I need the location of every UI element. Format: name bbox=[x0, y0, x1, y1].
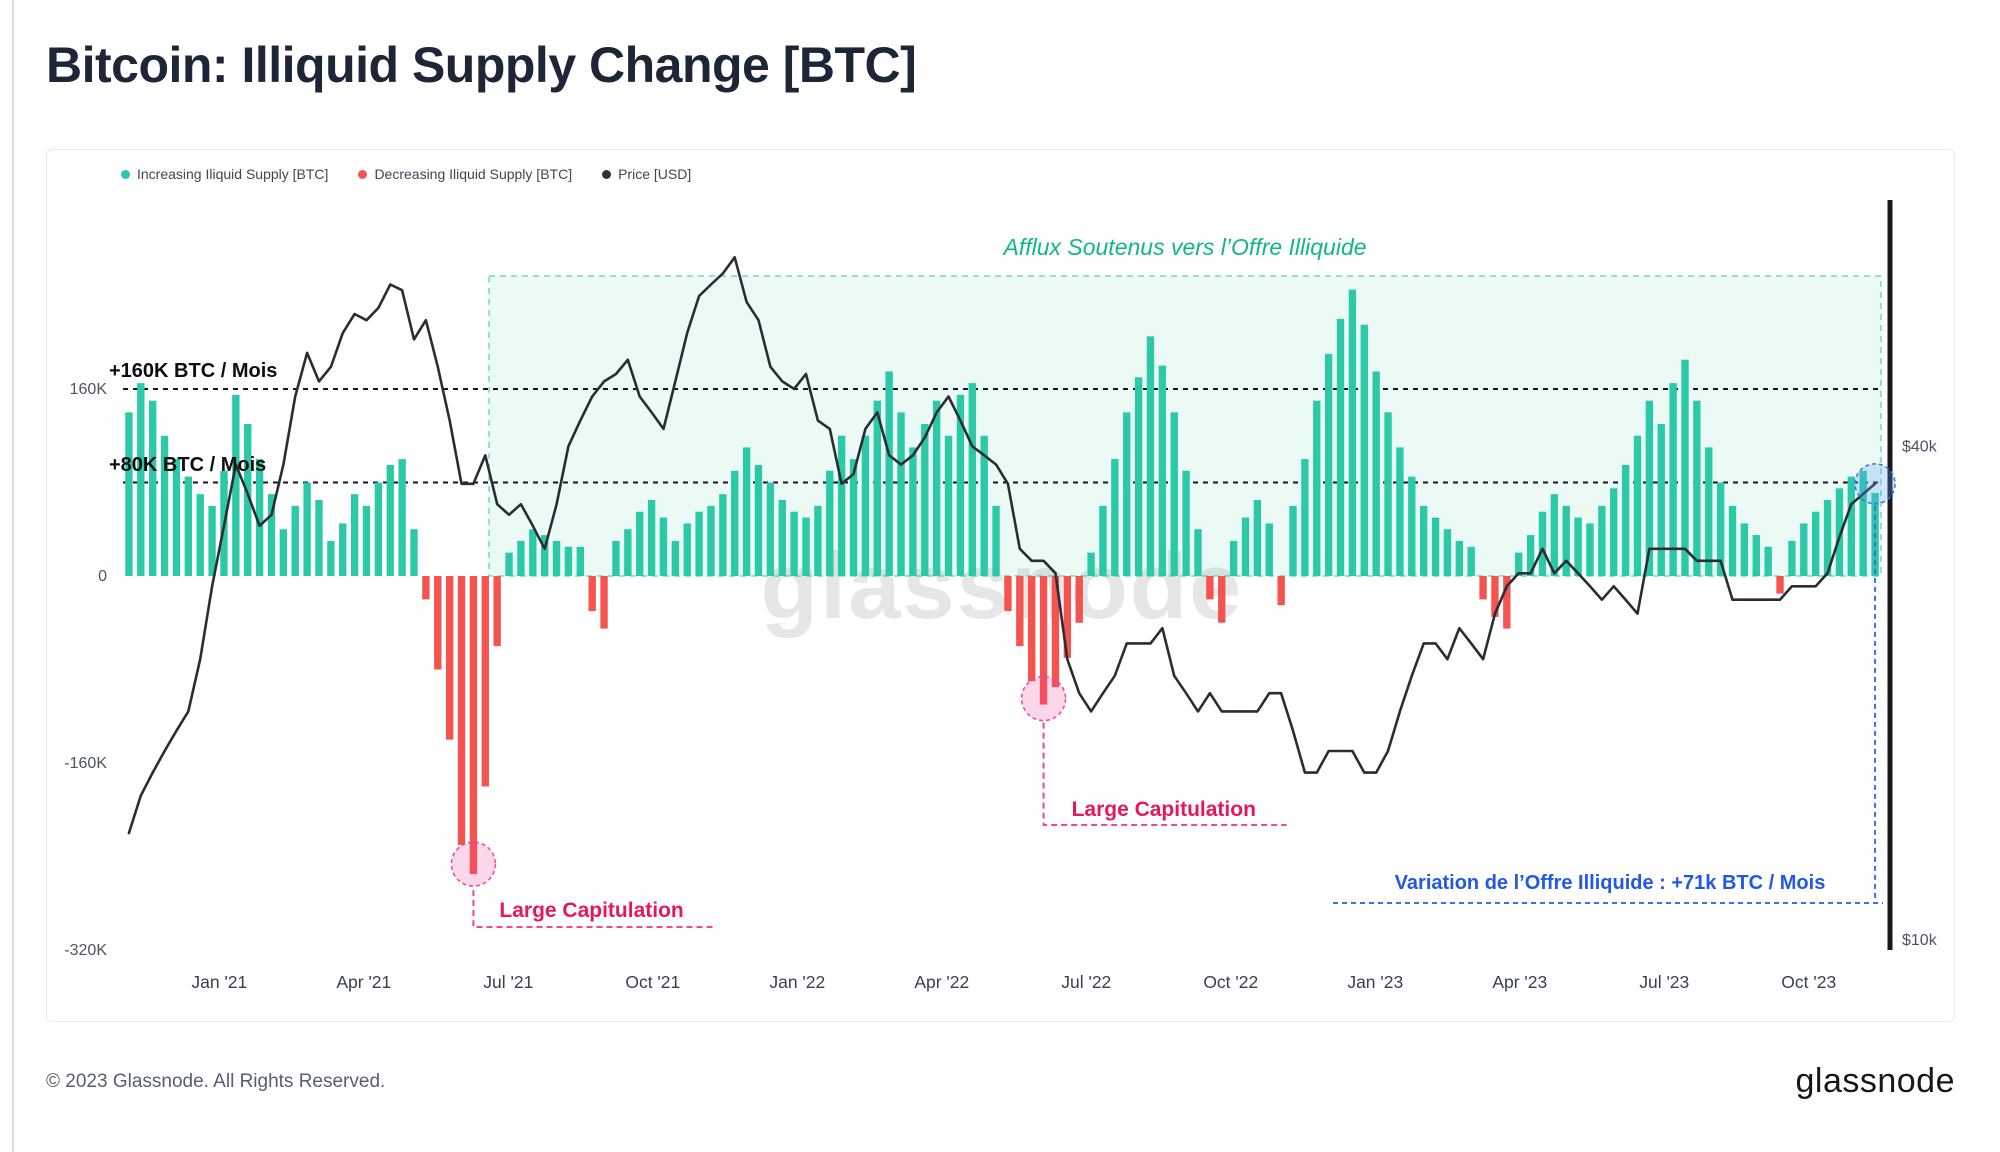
legend-label: Decreasing Iliquid Supply [BTC] bbox=[374, 166, 573, 182]
variation-highlight-circle bbox=[1854, 463, 1896, 505]
x-tick-label: Jul '21 bbox=[483, 972, 533, 992]
supply-change-bars bbox=[125, 289, 1879, 875]
legend-item-increasing[interactable]: Increasing Iliquid Supply [BTC] bbox=[121, 166, 328, 182]
y-left-tick-label: 160K bbox=[70, 381, 108, 398]
glassnode-logo[interactable]: glassnode bbox=[1795, 1062, 1955, 1100]
legend-dot-decreasing bbox=[358, 169, 368, 179]
legend-label: Increasing Iliquid Supply [BTC] bbox=[137, 166, 329, 182]
chart-legend: Increasing Iliquid Supply [BTC] Decreasin… bbox=[121, 166, 691, 182]
annotation-afflux-region-label: Afflux Soutenus vers l’Offre Illiquide bbox=[1003, 234, 1367, 260]
y-right-tick-label: $10k bbox=[1902, 932, 1938, 949]
x-tick-label: Jan '21 bbox=[191, 972, 247, 992]
chart-card: glassnode 160K 0 -160K -320K $40k $10k Jan '21… bbox=[46, 149, 1955, 1022]
x-tick-label: Oct '21 bbox=[625, 972, 680, 992]
chart-plot[interactable]: 160K 0 -160K -320K $40k $10k Jan '21 Apr '21 Jul… bbox=[47, 150, 1956, 1023]
x-tick-label: Apr '21 bbox=[336, 972, 391, 992]
capitulation-1-leader bbox=[472, 890, 714, 928]
x-tick-label: Apr '22 bbox=[914, 972, 969, 992]
page-footer: © 2023 Glassnode. All Rights Reserved. g… bbox=[46, 1062, 1955, 1101]
capitulation-2-leader bbox=[1042, 722, 1287, 826]
capitulation-2-circle bbox=[1020, 675, 1067, 722]
annotation-large-capitulation-2: Large Capitulation bbox=[1071, 798, 1256, 821]
x-tick-label: Oct '22 bbox=[1203, 972, 1258, 992]
legend-label: Price [USD] bbox=[618, 166, 692, 182]
x-tick-label: Apr '23 bbox=[1492, 972, 1547, 992]
y-left-tick-label: 0 bbox=[98, 568, 107, 585]
window-edge bbox=[12, 0, 14, 1152]
copyright-text: © 2023 Glassnode. All Rights Reserved. bbox=[46, 1070, 386, 1092]
x-tick-label: Jan '22 bbox=[769, 972, 825, 992]
x-tick-label: Jan '23 bbox=[1347, 972, 1403, 992]
y-right-tick-label: $40k bbox=[1902, 438, 1938, 455]
annotation-illiquid-supply-variation: Variation de l’Offre Illiquide : +71k BT… bbox=[1394, 872, 1826, 894]
page-title: Bitcoin: Illiquid Supply Change [BTC] bbox=[46, 37, 917, 93]
legend-item-decreasing[interactable]: Decreasing Iliquid Supply [BTC] bbox=[358, 166, 572, 182]
annotation-large-capitulation-1: Large Capitulation bbox=[499, 899, 684, 922]
y-left-tick-label: -160K bbox=[64, 755, 107, 772]
x-tick-label: Oct '23 bbox=[1781, 972, 1836, 992]
price-line bbox=[127, 256, 1877, 835]
legend-dot-increasing bbox=[121, 169, 130, 179]
x-tick-label: Jul '23 bbox=[1639, 972, 1689, 992]
y-left-tick-label: -320K bbox=[64, 942, 107, 959]
capitulation-1-circle bbox=[450, 841, 497, 887]
legend-item-price[interactable]: Price [USD] bbox=[602, 166, 691, 182]
x-tick-label: Jul '22 bbox=[1061, 972, 1111, 992]
annotation-160k-guide-label: +160K BTC / Mois bbox=[109, 360, 278, 382]
legend-dot-price bbox=[602, 169, 612, 179]
annotation-80k-guide-label: +80K BTC / Mois bbox=[109, 454, 267, 476]
